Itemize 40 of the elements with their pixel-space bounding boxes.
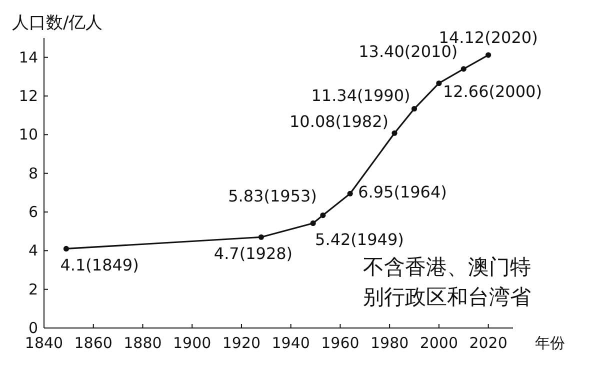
y-tick-label: 4	[28, 242, 38, 260]
y-tick-label: 2	[28, 280, 38, 298]
point	[63, 246, 70, 252]
data-label: 4.1(1849)	[60, 256, 139, 275]
y-tick-label: 8	[28, 164, 38, 182]
y-tick-label: 14	[18, 48, 38, 66]
x-axis-title: 年份	[535, 334, 565, 352]
point	[310, 220, 316, 226]
data-label: 4.7(1928)	[214, 244, 293, 264]
point	[258, 234, 264, 240]
x-tick-label: 1900	[173, 334, 212, 352]
x-tick-label: 1840	[24, 334, 64, 352]
point	[460, 66, 466, 72]
point	[486, 52, 492, 58]
y-tick-label: 10	[18, 126, 38, 144]
x-tick-label: 2020	[469, 334, 508, 352]
point	[436, 80, 442, 86]
data-label: 10.08(1982)	[290, 112, 389, 132]
point	[411, 106, 418, 112]
point	[392, 130, 398, 136]
data-label: 6.95(1964)	[358, 182, 447, 202]
y-tick-label: 0	[28, 319, 38, 337]
y-tick-label: 12	[18, 87, 38, 105]
x-tick-label: 2000	[420, 334, 458, 352]
x-tick-label: 1920	[222, 334, 261, 352]
x-tick-label: 1940	[272, 334, 310, 352]
y-axis-title: 人口数/亿人	[12, 13, 103, 33]
data-label: 13.40(2010)	[358, 42, 458, 61]
x-tick-label: 1860	[74, 334, 112, 352]
annotation: 不含香港、澳门特别行政区和台湾省	[363, 255, 531, 309]
data-label: 12.66(2000)	[442, 82, 542, 102]
data-label: 5.83(1953)	[228, 186, 317, 206]
x-tick-label: 1880	[124, 334, 162, 352]
x-tick-label: 1980	[370, 334, 409, 352]
y-tick-label: 6	[28, 203, 38, 221]
x-tick-label: 1960	[321, 334, 360, 352]
point	[320, 212, 326, 218]
point	[347, 190, 353, 196]
data-label: 11.34(1990)	[311, 86, 410, 105]
data-label: 5.42(1949)	[315, 230, 404, 250]
